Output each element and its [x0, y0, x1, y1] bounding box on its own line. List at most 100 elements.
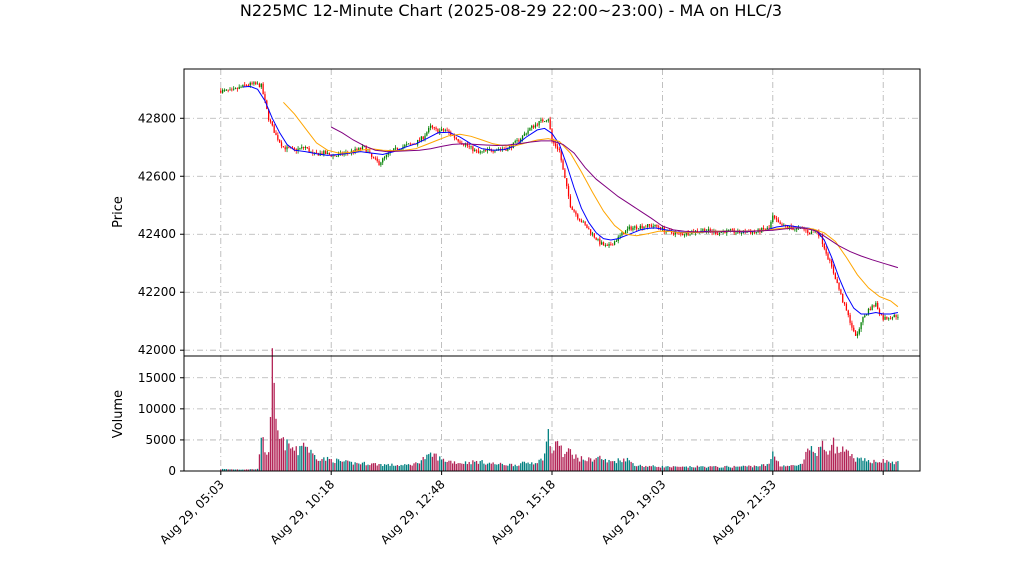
- volume-bar: [422, 456, 424, 471]
- candle-body: [264, 94, 266, 101]
- volume-bar: [634, 465, 636, 471]
- volume-bar: [832, 437, 835, 471]
- volume-bar: [647, 466, 649, 471]
- volume-bar: [661, 465, 664, 471]
- volume-bar: [389, 465, 391, 471]
- volume-bar: [490, 463, 492, 471]
- candle-body: [836, 279, 838, 283]
- candle-body: [619, 235, 621, 237]
- volume-bar: [542, 460, 544, 471]
- volume-bar: [564, 453, 566, 471]
- candle-body: [457, 139, 459, 142]
- candle-body: [586, 224, 588, 229]
- candle-body: [709, 229, 711, 231]
- candle-body: [658, 226, 660, 228]
- volume-bar: [584, 460, 586, 471]
- volume-bar: [772, 451, 774, 471]
- volume-bar: [499, 462, 502, 471]
- volume-bar: [326, 456, 329, 471]
- candle-body: [435, 127, 437, 129]
- candle-body: [440, 129, 443, 131]
- candle-body: [271, 121, 273, 126]
- candle-body: [437, 128, 439, 134]
- volume-bar: [509, 463, 511, 471]
- volume-bar: [680, 466, 682, 471]
- candle-body: [518, 140, 520, 142]
- volume-bar: [604, 458, 607, 471]
- candle-body: [672, 232, 675, 235]
- candle-body: [582, 221, 584, 223]
- candle-body: [897, 316, 899, 318]
- volume-bar: [488, 462, 491, 471]
- volume-bar: [871, 463, 873, 471]
- candle-body: [240, 86, 242, 88]
- volume-bar: [691, 467, 693, 471]
- volume-bar: [698, 466, 700, 471]
- candle-body: [569, 196, 572, 208]
- candle-body: [221, 89, 224, 93]
- volume-bar: [551, 453, 553, 471]
- candle-body: [255, 82, 257, 85]
- volume-bar: [470, 464, 472, 471]
- candle-body: [871, 305, 873, 310]
- candle-body: [564, 169, 566, 179]
- volume-bar: [297, 455, 299, 471]
- volume-bar: [464, 461, 467, 471]
- volume-bar: [623, 458, 625, 471]
- volume-bar: [451, 463, 454, 471]
- volume-bar: [220, 469, 222, 471]
- volume-bar: [424, 459, 426, 471]
- candle-body: [729, 229, 732, 231]
- volume-bar: [768, 463, 770, 471]
- candle-body: [891, 317, 894, 319]
- volume-bar: [229, 469, 231, 471]
- volume-bar: [472, 460, 474, 471]
- candle-body: [849, 315, 851, 323]
- volume-bar: [667, 466, 669, 471]
- candle-body: [512, 142, 515, 148]
- candle-body: [277, 135, 279, 140]
- volume-bar: [711, 466, 713, 471]
- volume-bar: [700, 466, 702, 471]
- volume-bar: [531, 462, 533, 471]
- candle-body: [455, 137, 457, 140]
- volume-bar: [323, 457, 325, 471]
- volume-bar: [468, 461, 470, 471]
- price-y-ticks: 42000 42200 42400 42600 42800: [138, 111, 184, 357]
- candle-body: [378, 160, 380, 166]
- volume-bar: [790, 465, 792, 471]
- volume-bar: [873, 459, 875, 471]
- volume-bar: [534, 463, 537, 471]
- candle-body: [847, 310, 849, 316]
- volume-bar: [317, 460, 319, 471]
- volume-bar: [693, 467, 695, 471]
- chart-title: N225MC 12-Minute Chart (2025-08-29 22:00…: [240, 1, 782, 20]
- volume-bar: [290, 448, 292, 471]
- volume-bar: [821, 440, 824, 471]
- candle-body: [731, 229, 733, 231]
- volume-bar: [440, 459, 443, 471]
- volume-bar: [665, 466, 667, 471]
- candle-body: [875, 302, 877, 307]
- candle-body: [873, 305, 875, 307]
- candle-body: [466, 144, 469, 146]
- volume-bar: [823, 449, 825, 471]
- volume-bar: [715, 466, 717, 471]
- candle-body: [400, 149, 402, 150]
- candle-body: [415, 143, 417, 145]
- volume-bar: [251, 469, 253, 471]
- volume-bar: [849, 456, 851, 471]
- candle-body: [477, 150, 480, 153]
- volume-bar: [262, 437, 264, 471]
- candle-body: [674, 232, 676, 235]
- volume-bar: [521, 461, 524, 471]
- candle-body: [520, 138, 522, 142]
- volume-bar: [779, 466, 781, 471]
- volume-bar: [755, 466, 757, 471]
- candle-body: [540, 119, 542, 122]
- candle-body: [560, 149, 562, 161]
- candle-body: [542, 119, 544, 122]
- candle-body: [821, 235, 824, 245]
- candle-body: [807, 230, 809, 233]
- volume-bar: [299, 446, 301, 471]
